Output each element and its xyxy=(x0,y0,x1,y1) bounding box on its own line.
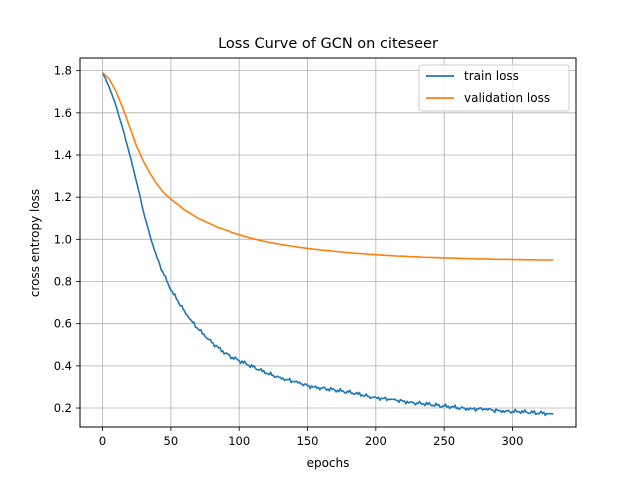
y-axis-label: cross entropy loss xyxy=(28,189,42,297)
series-line-train-loss xyxy=(101,72,554,417)
y-tick-label: 1.8 xyxy=(54,64,72,78)
y-tick-label: 1.2 xyxy=(54,190,72,204)
x-tick-label: 250 xyxy=(433,434,455,448)
legend-box xyxy=(418,64,570,112)
y-tick-label: 1.0 xyxy=(54,232,72,246)
y-tick-label: 1.4 xyxy=(54,148,72,162)
x-tick-label: 50 xyxy=(164,434,179,448)
y-tick-label: 0.6 xyxy=(54,317,72,331)
legend-label-validation-loss: validation loss xyxy=(464,91,550,105)
y-tick-label: 0.8 xyxy=(54,275,72,289)
x-axis-label: epochs xyxy=(307,456,350,470)
x-tick-label: 150 xyxy=(297,434,319,448)
y-tick-label: 1.6 xyxy=(54,106,72,120)
x-tick-label: 0 xyxy=(99,434,106,448)
y-tick-label: 0.2 xyxy=(54,401,72,415)
series-line-validation-loss xyxy=(102,72,554,261)
x-tick-label: 100 xyxy=(228,434,250,448)
axes-frame xyxy=(79,57,577,428)
axis-ticks: 0 50 100 150 200 250 300 0.2 0.4 0.6 0.8 1.0 1.2 1.4 1… xyxy=(54,64,524,448)
grid-lines xyxy=(80,58,576,427)
x-tick-label: 200 xyxy=(365,434,387,448)
series-layer xyxy=(101,72,554,417)
chart-title: Loss Curve of GCN on citeseer xyxy=(218,36,438,52)
y-tick-label: 0.4 xyxy=(54,359,72,373)
x-tick-label: 300 xyxy=(501,434,523,448)
legend-label-train-loss: train loss xyxy=(464,69,519,83)
legend: train loss validation loss xyxy=(418,64,570,112)
